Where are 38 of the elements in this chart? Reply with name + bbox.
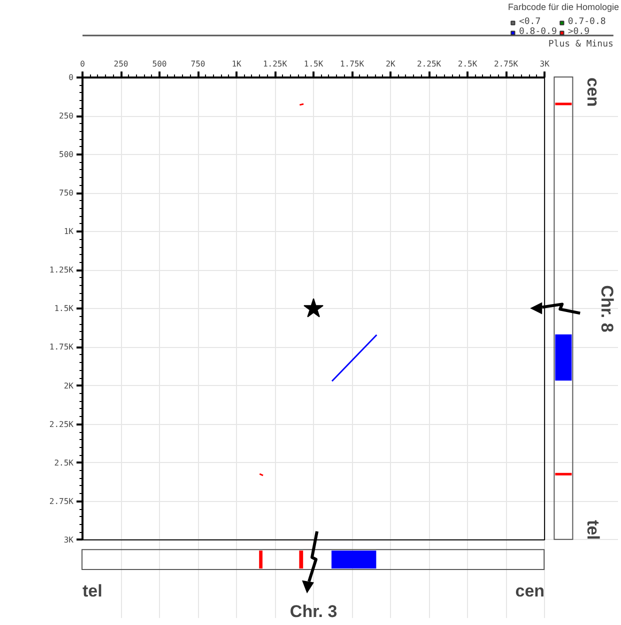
y-tick-label: 3K bbox=[64, 535, 74, 544]
x-tick-label: 250 bbox=[114, 60, 128, 68]
y-tick-label: 1.5K bbox=[54, 304, 74, 314]
legend-title: Farbcode für die Homologie bbox=[508, 2, 619, 12]
x-tick-label: 750 bbox=[190, 60, 206, 68]
text: Chr. 8 bbox=[597, 285, 616, 332]
x-tick-label: 0 bbox=[80, 60, 86, 68]
text: Plus & Minus bbox=[548, 40, 614, 50]
legend-label: >0.9 bbox=[568, 27, 590, 37]
y-tick-label: 1.75K bbox=[49, 342, 74, 352]
x-tick-label: 500 bbox=[152, 60, 167, 68]
x-tick-label: 2.75K bbox=[494, 60, 518, 68]
text: tel bbox=[584, 520, 603, 540]
y-tick-label: 2.25K bbox=[49, 420, 74, 429]
y-tick-label: 1K bbox=[64, 227, 74, 236]
x-tick-label: 1.25K bbox=[262, 60, 288, 68]
text: tel bbox=[82, 581, 102, 600]
y-tick-label: 250 bbox=[59, 112, 74, 121]
y-tick-label: 2.5K bbox=[54, 458, 74, 468]
y-tick-label: 750 bbox=[59, 188, 74, 198]
legend-label: 0.8-0.9 bbox=[518, 27, 557, 37]
legend-label: <0.7 bbox=[518, 17, 541, 27]
y-tick-label: 2.75K bbox=[49, 496, 74, 506]
x-tick-label: 1.5K bbox=[304, 60, 324, 68]
y-tick-label: 500 bbox=[59, 150, 74, 160]
y-tick-label: 2K bbox=[64, 381, 74, 390]
x-tick-label: 1.75K bbox=[340, 60, 364, 68]
x-tick-label: 3K bbox=[540, 60, 550, 68]
x-tick-label: 2.25K bbox=[417, 60, 442, 68]
text: cen bbox=[584, 78, 603, 107]
x-tick-label: 2.5K bbox=[458, 60, 478, 68]
text: Chr. 3 bbox=[290, 602, 338, 622]
y-tick-label: 1.25K bbox=[49, 266, 74, 275]
x-tick-label: 2K bbox=[386, 60, 396, 68]
legend-label: 0.7-0.8 bbox=[568, 17, 606, 27]
y-tick-label: 0 bbox=[68, 73, 74, 82]
x-tick-label: 1K bbox=[232, 60, 242, 68]
text: cen bbox=[515, 581, 545, 600]
